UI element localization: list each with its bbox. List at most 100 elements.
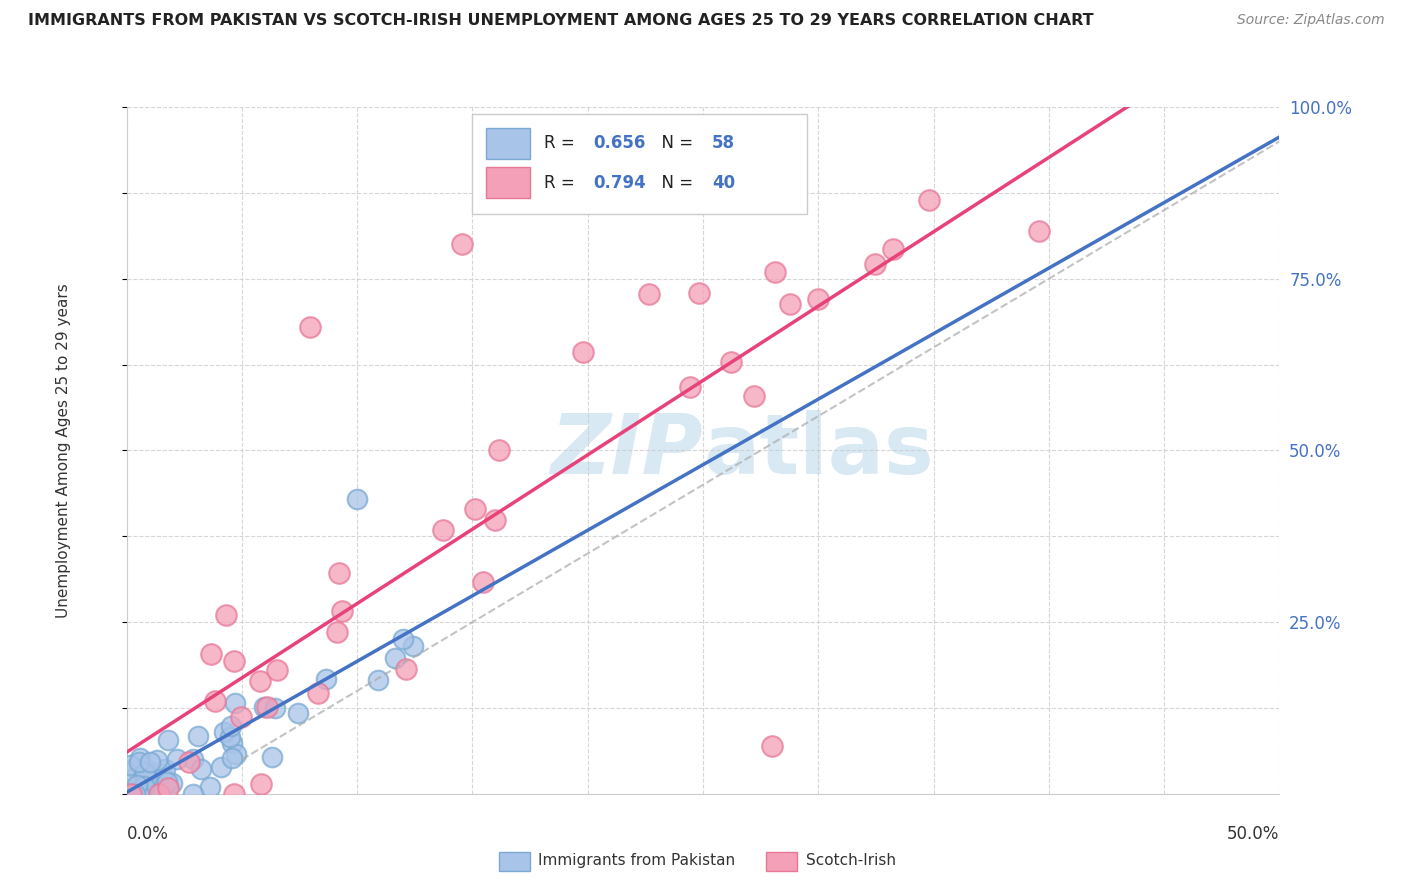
Point	[224, 654, 246, 668]
Point	[221, 751, 243, 765]
Point	[299, 319, 322, 334]
Point	[117, 787, 139, 801]
Point	[139, 755, 162, 769]
Point	[215, 608, 238, 623]
Point	[181, 787, 204, 801]
Point	[761, 739, 783, 753]
Point	[138, 764, 160, 779]
Point	[190, 762, 212, 776]
Point	[450, 237, 472, 252]
Point	[117, 787, 139, 801]
Point	[250, 777, 273, 791]
Point	[204, 694, 226, 708]
Point	[212, 725, 235, 739]
Point	[128, 756, 150, 770]
Point	[187, 729, 209, 743]
Point	[146, 753, 169, 767]
Text: R =: R =	[544, 174, 579, 193]
Point	[135, 763, 157, 777]
Point	[637, 287, 659, 301]
Text: N =: N =	[651, 174, 699, 193]
Point	[132, 787, 155, 801]
Point	[200, 647, 222, 661]
Text: 50.0%: 50.0%	[1227, 825, 1279, 843]
Point	[125, 787, 148, 801]
Point	[120, 787, 142, 801]
Point	[384, 650, 406, 665]
Point	[328, 566, 350, 580]
Point	[249, 674, 271, 689]
Point	[153, 762, 176, 776]
Text: atlas: atlas	[703, 410, 934, 491]
Point	[807, 293, 830, 307]
Point	[865, 257, 887, 271]
Point	[264, 700, 287, 714]
Point	[148, 787, 170, 801]
Point	[679, 380, 702, 394]
Point	[131, 775, 153, 789]
Point	[252, 699, 274, 714]
Point	[472, 574, 495, 589]
Point	[488, 443, 510, 458]
Point	[287, 706, 309, 721]
Point	[572, 345, 595, 359]
Text: ZIP: ZIP	[550, 410, 703, 491]
Point	[484, 513, 506, 527]
Point	[229, 710, 252, 724]
Point	[330, 604, 353, 618]
Point	[779, 297, 801, 311]
Text: 0.656: 0.656	[593, 134, 645, 152]
Point	[346, 491, 368, 506]
Point	[918, 193, 941, 207]
Point	[688, 286, 710, 301]
Point	[156, 774, 179, 789]
Point	[402, 639, 425, 653]
Point	[198, 780, 221, 794]
Point	[120, 758, 142, 772]
Point	[157, 732, 180, 747]
Point	[166, 752, 188, 766]
Point	[211, 760, 233, 774]
Point	[225, 747, 247, 761]
Text: IMMIGRANTS FROM PAKISTAN VS SCOTCH-IRISH UNEMPLOYMENT AMONG AGES 25 TO 29 YEARS : IMMIGRANTS FROM PAKISTAN VS SCOTCH-IRISH…	[28, 13, 1094, 29]
Point	[128, 787, 150, 801]
Point	[115, 787, 138, 801]
Point	[135, 778, 157, 792]
Point	[882, 243, 904, 257]
Point	[432, 523, 454, 537]
Text: R =: R =	[544, 134, 579, 152]
Point	[136, 770, 159, 784]
Point	[181, 752, 204, 766]
Point	[763, 265, 786, 279]
Point	[132, 767, 155, 781]
Point	[395, 662, 418, 676]
Point	[218, 731, 240, 745]
Point	[256, 699, 278, 714]
Bar	[486, 128, 530, 159]
Text: 0.794: 0.794	[593, 174, 647, 193]
Text: Unemployment Among Ages 25 to 29 years: Unemployment Among Ages 25 to 29 years	[56, 283, 70, 618]
Point	[128, 751, 150, 765]
Point	[742, 388, 765, 402]
Point	[224, 696, 246, 710]
Point	[1028, 224, 1050, 238]
Point	[464, 502, 486, 516]
Point	[179, 756, 201, 770]
Point	[219, 719, 242, 733]
Point	[134, 779, 156, 793]
Point	[141, 787, 163, 801]
Point	[124, 761, 146, 775]
Point	[150, 766, 173, 780]
Point	[118, 782, 141, 797]
Text: Immigrants from Pakistan: Immigrants from Pakistan	[538, 854, 735, 868]
Point	[160, 776, 183, 790]
Point	[136, 772, 159, 787]
Bar	[472, 114, 807, 213]
Point	[720, 355, 742, 369]
Text: 0.0%: 0.0%	[127, 825, 169, 843]
Point	[315, 672, 337, 686]
Point	[146, 777, 169, 791]
Point	[221, 736, 243, 750]
Point	[367, 673, 389, 687]
Point	[122, 772, 145, 786]
